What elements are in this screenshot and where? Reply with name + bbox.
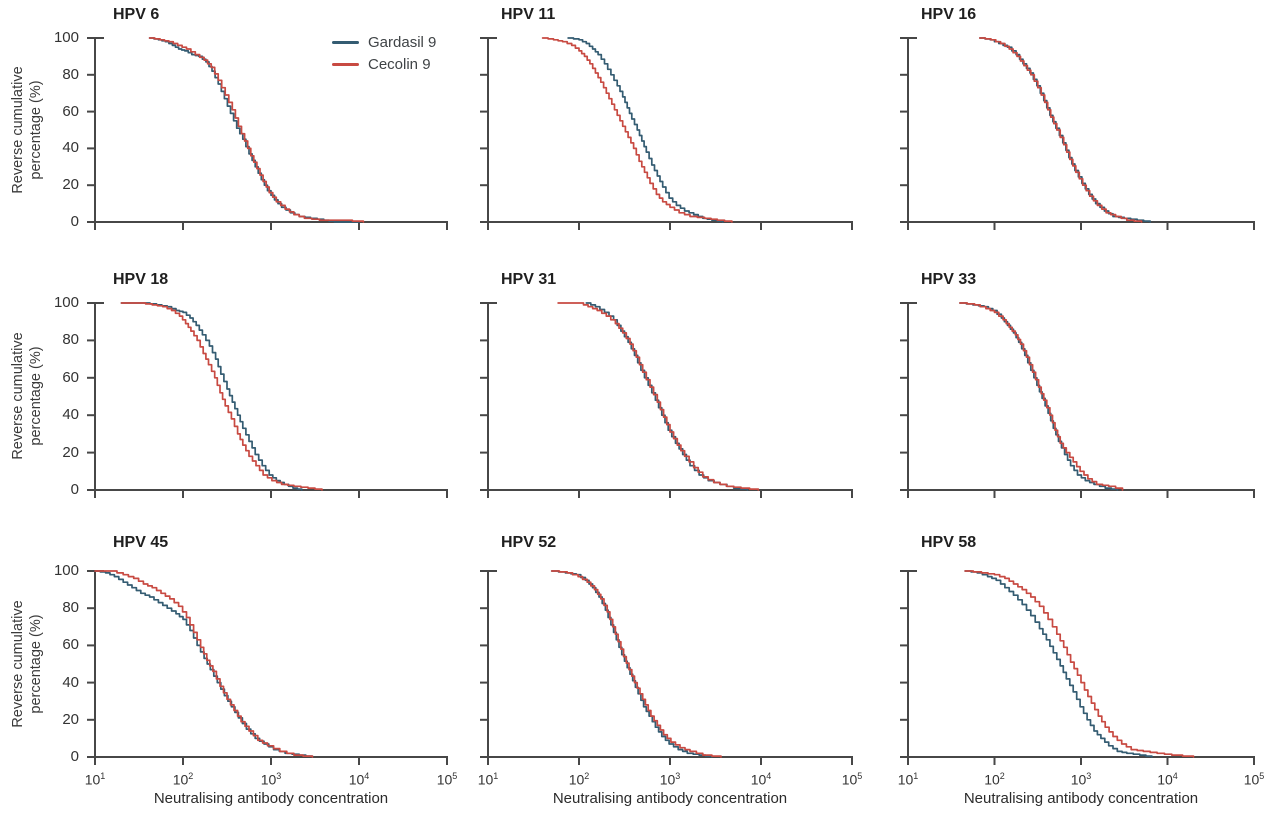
panel-hpv-45 <box>87 570 448 765</box>
panel-title-hpv11: HPV 11 <box>501 6 556 23</box>
legend-item-cecolin9: Cecolin 9 <box>332 53 436 75</box>
y-tick-label: 60 <box>62 102 79 120</box>
x-tick-label: 103 <box>659 771 681 788</box>
y-axis-title-row1: Reverse cumulative percentage (%) <box>9 38 47 222</box>
legend-label-cecolin9: Cecolin 9 <box>368 55 431 73</box>
panel-hpv-6 <box>87 37 448 230</box>
y-tick-label: 60 <box>62 636 79 654</box>
y-tick-label: 20 <box>62 443 79 461</box>
y-tick-label: 100 <box>53 562 79 579</box>
x-axis-title-col3: Neutralising antibody concentration <box>963 790 1199 807</box>
x-tick-label: 105 <box>436 771 458 788</box>
x-axis-title-col1: Neutralising antibody concentration <box>153 790 389 807</box>
y-tick-label: 20 <box>62 710 79 728</box>
legend-label-gardasil9: Gardasil 9 <box>368 33 437 51</box>
y-tick-label: 40 <box>62 406 79 424</box>
curve-cecolin9-hpv16 <box>978 37 1143 223</box>
curve-gardasil9-hpv52 <box>550 570 713 758</box>
y-tick-label: 60 <box>62 368 79 386</box>
panel-title-hpv58: HPV 58 <box>921 534 977 551</box>
panel-hpv-58 <box>900 570 1255 765</box>
x-tick-label: 104 <box>348 771 370 788</box>
y-tick-label: 100 <box>53 29 79 46</box>
x-tick-label: 105 <box>841 771 863 788</box>
y-axis-title-line1: Reverse cumulative <box>10 66 26 194</box>
x-tick-label: 102 <box>984 771 1005 788</box>
panel-title-hpv6: HPV 6 <box>113 6 160 23</box>
x-tick-label: 102 <box>568 771 590 788</box>
y-tick-label: 20 <box>62 176 79 194</box>
y-tick-label: 80 <box>62 599 79 617</box>
legend-swatch-cecolin9 <box>332 62 359 66</box>
x-tick-label: 104 <box>750 771 772 788</box>
panel-title-hpv33: HPV 33 <box>921 271 977 288</box>
curve-cecolin9-hpv52 <box>550 570 722 758</box>
legend-item-gardasil9: Gardasil 9 <box>332 31 436 53</box>
x-tick-label: 104 <box>1157 771 1178 788</box>
y-tick-label: 40 <box>62 673 79 691</box>
y-tick-label: 100 <box>53 294 79 311</box>
y-tick-label: 0 <box>70 213 79 230</box>
curve-cecolin9-hpv33 <box>959 302 1124 491</box>
curve-cecolin9-hpv6 <box>148 37 365 223</box>
panel-title-hpv16: HPV 16 <box>921 6 977 23</box>
panel-hpv-31 <box>480 302 853 498</box>
curve-gardasil9-hpv11 <box>567 37 724 223</box>
panel-hpv-11 <box>480 37 853 230</box>
y-axis-title-row2: Reverse cumulative percentage (%) <box>9 304 47 488</box>
curve-cecolin9-hpv11 <box>541 37 733 223</box>
panel-hpv-18 <box>87 302 448 498</box>
curve-gardasil9-hpv31 <box>585 302 749 491</box>
y-tick-label: 40 <box>62 139 79 157</box>
y-tick-label: 80 <box>62 331 79 349</box>
x-tick-label: 102 <box>172 771 194 788</box>
legend-swatch-gardasil9 <box>332 40 359 44</box>
panel-title-hpv18: HPV 18 <box>113 271 169 288</box>
curve-gardasil9-hpv6 <box>148 37 360 223</box>
x-tick-label: 101 <box>477 771 499 788</box>
curve-cecolin9-hpv31 <box>557 302 760 491</box>
x-tick-label: 101 <box>84 771 106 788</box>
curve-cecolin9-hpv45 <box>94 570 314 758</box>
curve-gardasil9-hpv16 <box>978 37 1152 223</box>
curve-gardasil9-hpv58 <box>964 570 1153 758</box>
curve-gardasil9-hpv18 <box>120 302 303 491</box>
curve-gardasil9-hpv33 <box>959 302 1119 491</box>
panel-title-hpv45: HPV 45 <box>113 534 169 551</box>
y-tick-label: 80 <box>62 65 79 83</box>
x-axis-title-col2: Neutralising antibody concentration <box>552 790 788 807</box>
panel-title-hpv31: HPV 31 <box>501 271 557 288</box>
y-tick-label: 0 <box>70 748 79 765</box>
curve-gardasil9-hpv45 <box>94 570 314 758</box>
y-axis-title-row3: Reverse cumulative percentage (%) <box>9 572 47 756</box>
y-axis-title-line1: Reverse cumulative <box>10 600 26 728</box>
x-tick-label: 103 <box>1070 771 1092 788</box>
panel-title-hpv52: HPV 52 <box>501 534 557 551</box>
x-tick-label: 105 <box>1243 771 1265 788</box>
curve-cecolin9-hpv58 <box>964 570 1195 758</box>
panel-hpv-52 <box>480 570 853 765</box>
panel-hpv-33 <box>900 302 1255 498</box>
y-axis-title-line1: Reverse cumulative <box>10 332 26 460</box>
x-tick-label: 103 <box>260 771 282 788</box>
x-tick-label: 101 <box>897 771 919 788</box>
y-tick-label: 0 <box>70 481 79 498</box>
panel-hpv-16 <box>900 37 1255 230</box>
legend: Gardasil 9 Cecolin 9 <box>332 31 436 75</box>
curve-cecolin9-hpv18 <box>120 302 323 491</box>
